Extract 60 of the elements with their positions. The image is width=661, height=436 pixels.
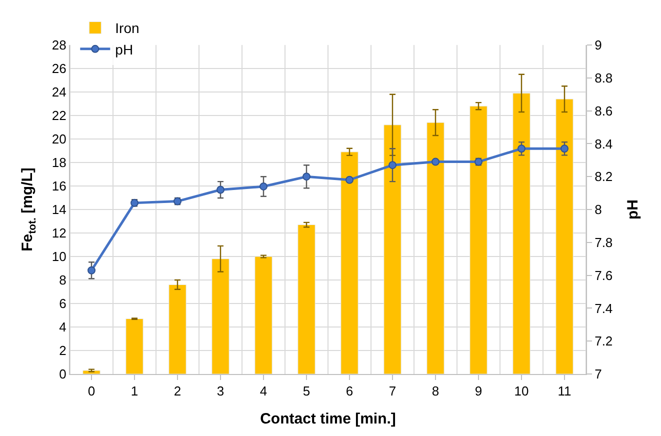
y2-tick-label: 8.8 <box>594 70 613 86</box>
y-tick-label: 22 <box>52 108 66 124</box>
x-tick-label: 2 <box>174 384 182 399</box>
y-tick-label: 28 <box>52 38 66 53</box>
x-tick-label: 8 <box>432 384 440 399</box>
y2-tick-label: 8.4 <box>594 136 613 152</box>
point <box>216 186 224 194</box>
bar <box>426 122 444 374</box>
bar <box>556 98 574 374</box>
x-tick-label: 5 <box>302 384 310 399</box>
x-tick-label: 10 <box>514 384 529 399</box>
bar <box>126 318 144 374</box>
y-tick-label: 4 <box>59 320 66 335</box>
y-tick-label: 20 <box>52 132 66 147</box>
y2-tick-label: 7.4 <box>594 300 613 316</box>
y-tick-label: 2 <box>59 343 66 358</box>
point <box>88 266 96 274</box>
y-tick-label: 0 <box>59 366 66 382</box>
y-tick-label: 16 <box>52 178 66 194</box>
y-tick-label: 24 <box>52 84 66 100</box>
legend-label: pH <box>115 41 134 58</box>
y-tick-label: 18 <box>52 155 66 170</box>
bar <box>168 284 186 374</box>
bar <box>212 258 230 374</box>
x-tick-label: 3 <box>216 384 224 399</box>
y2-tick-label: 9 <box>594 38 602 53</box>
y-tick-label: 26 <box>52 61 66 76</box>
x-tick-label: 0 <box>88 384 96 399</box>
y2-tick-label: 8.2 <box>594 169 613 184</box>
x-tick-label: 1 <box>130 384 138 399</box>
x-tick-label: 11 <box>558 384 572 399</box>
x-tick-label: 7 <box>388 384 396 399</box>
bar <box>340 152 358 374</box>
point <box>518 144 526 153</box>
x-tick-label: 9 <box>474 384 482 399</box>
point <box>560 144 568 153</box>
point <box>388 161 396 170</box>
point <box>260 182 268 190</box>
y-tick-label: 12 <box>52 226 66 241</box>
y2-tick-label: 7 <box>594 366 602 382</box>
y2-tick-label: 7.2 <box>594 334 613 349</box>
x-tick-label: 4 <box>260 384 268 399</box>
y2-tick-label: 8.6 <box>594 103 613 118</box>
y2-tick-label: 8 <box>594 202 602 218</box>
y-tick-label: 14 <box>52 202 66 218</box>
x-axis-title: Contact time [min.] <box>260 410 396 428</box>
bar <box>470 106 488 374</box>
y2-tick-label: 7.6 <box>594 268 613 283</box>
bar <box>512 92 530 374</box>
y2-tick-label: 7.8 <box>594 234 613 250</box>
legend-label: Iron <box>115 20 140 36</box>
x-tick-label: 6 <box>346 384 354 399</box>
y2-axis-title: pH <box>624 200 642 220</box>
bar <box>384 124 402 374</box>
bar <box>254 256 272 374</box>
y-tick-label: 8 <box>59 272 66 288</box>
point <box>302 172 310 181</box>
bar <box>298 224 316 374</box>
y-tick-label: 6 <box>59 296 66 312</box>
y-tick-label: 10 <box>52 249 66 264</box>
